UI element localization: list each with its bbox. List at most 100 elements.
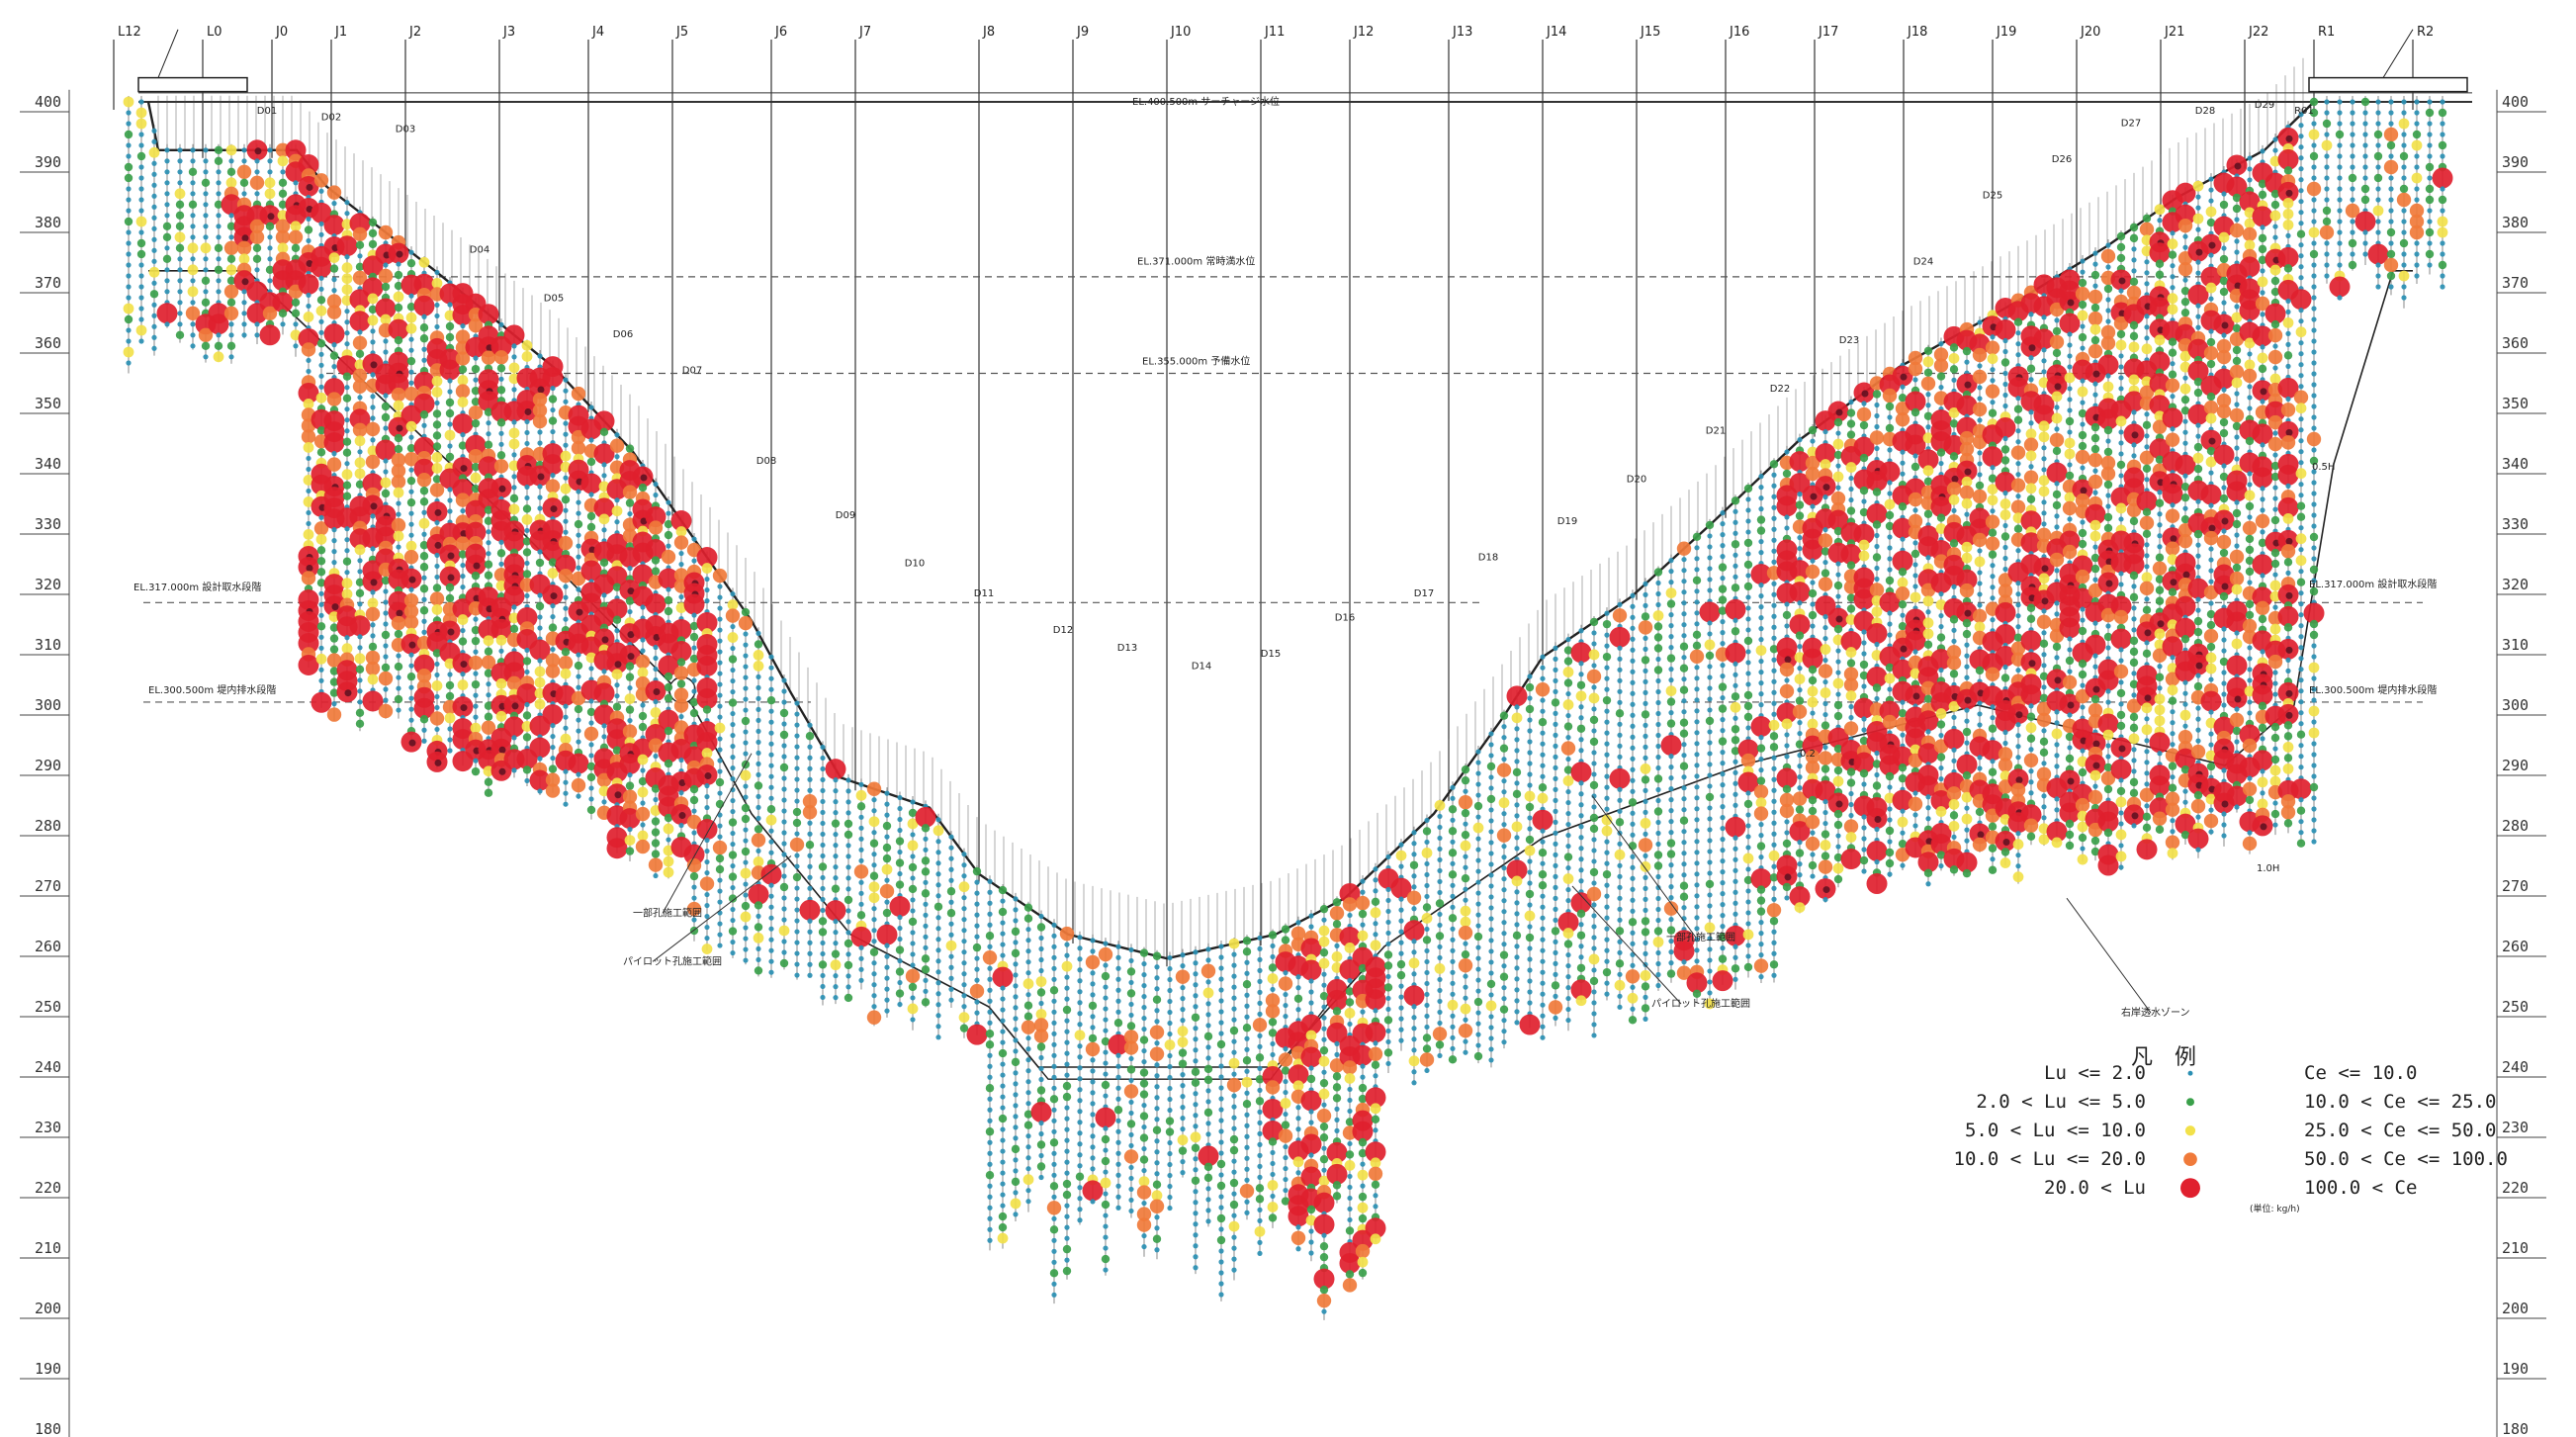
grout-marker	[1617, 699, 1623, 705]
grout-marker	[511, 474, 517, 480]
grout-marker	[1077, 1065, 1083, 1071]
grout-marker	[1290, 926, 1306, 941]
grout-marker	[1846, 604, 1856, 613]
grout-marker	[1681, 633, 1687, 639]
grout-marker	[1707, 783, 1713, 789]
grout-marker	[807, 820, 813, 826]
grout-marker	[961, 1004, 967, 1010]
grout-marker	[1731, 692, 1740, 701]
grout-marker	[1565, 886, 1571, 893]
grout-marker	[408, 663, 414, 669]
grout-marker	[1835, 691, 1841, 697]
grout-marker	[664, 759, 673, 768]
grout-marker	[434, 302, 440, 309]
grout-marker	[1758, 495, 1764, 501]
grout-marker	[1745, 866, 1751, 872]
grout-marker	[1846, 419, 1856, 428]
grout-marker	[228, 354, 234, 360]
grout-marker	[794, 733, 800, 739]
grout-marker	[1802, 648, 1823, 670]
grout-marker	[190, 300, 196, 306]
grout-marker	[135, 324, 147, 336]
grout-marker	[1540, 752, 1546, 758]
grout-marker	[138, 262, 144, 268]
grout-marker	[1244, 1046, 1250, 1052]
grout-marker	[1167, 1194, 1173, 1201]
grout-marker	[1771, 776, 1777, 782]
grout-marker	[336, 235, 358, 257]
grout-marker	[622, 724, 638, 739]
grout-marker	[1627, 992, 1639, 1004]
grout-marker	[1154, 1149, 1160, 1155]
grout-marker	[987, 1118, 993, 1123]
grout-marker	[871, 917, 877, 923]
grout-marker	[768, 686, 774, 692]
grout-marker	[306, 520, 311, 527]
grout-marker	[1450, 817, 1456, 823]
grout-marker	[1437, 824, 1443, 831]
grout-marker	[406, 672, 416, 681]
grout-marker	[1553, 786, 1558, 792]
grout-marker	[216, 234, 222, 240]
grout-marker	[1771, 711, 1777, 717]
grout-marker	[1077, 967, 1083, 973]
grout-marker	[1666, 969, 1676, 978]
grout-marker	[576, 674, 581, 679]
grout-marker	[534, 698, 546, 710]
grout-marker	[992, 966, 1014, 988]
grout-marker	[1218, 1085, 1224, 1091]
grout-marker	[1231, 1104, 1237, 1110]
grout-marker	[1077, 1152, 1083, 1158]
grout-marker	[730, 590, 736, 597]
grout-marker	[1872, 390, 1882, 399]
grout-marker	[1604, 730, 1610, 736]
grout-marker	[1570, 642, 1592, 664]
grout-marker	[624, 693, 636, 704]
grout-marker	[1051, 1292, 1057, 1298]
grout-marker	[673, 666, 689, 680]
grout-marker	[352, 379, 368, 394]
grout-marker	[1475, 879, 1481, 885]
grout-marker	[1604, 806, 1610, 812]
grout-marker	[1771, 765, 1777, 771]
grout-marker	[755, 815, 761, 822]
grout-marker	[254, 332, 260, 338]
grout-marker	[1576, 909, 1586, 918]
grout-marker	[663, 855, 674, 867]
grout-marker	[1501, 789, 1507, 795]
grout-marker	[1731, 736, 1740, 745]
grout-marker	[1115, 965, 1121, 971]
grout-marker	[1720, 761, 1726, 766]
grout-marker	[1771, 472, 1777, 478]
grout-marker	[473, 758, 479, 763]
grout-marker	[370, 339, 376, 345]
grout-marker	[1720, 837, 1726, 843]
grout-marker	[1553, 873, 1558, 879]
grout-marker	[966, 1024, 988, 1045]
grout-marker	[1193, 1211, 1199, 1216]
grout-marker	[1617, 862, 1623, 868]
grout-marker	[383, 621, 389, 627]
grout-marker	[1501, 811, 1507, 817]
grout-marker	[1707, 990, 1713, 996]
grout-marker	[987, 1194, 993, 1200]
grout-marker	[741, 803, 751, 813]
grout-marker	[214, 200, 223, 209]
grout-marker	[1641, 710, 1650, 719]
grout-marker	[1038, 1000, 1044, 1007]
grout-marker	[683, 593, 705, 615]
grout-marker	[1000, 985, 1006, 991]
grout-marker	[1244, 1144, 1250, 1150]
grout-marker	[1051, 1063, 1057, 1069]
grout-marker	[1617, 917, 1623, 923]
grout-marker-core	[576, 608, 583, 616]
grout-marker	[1062, 1244, 1072, 1254]
grout-marker	[1488, 992, 1494, 998]
grout-marker	[820, 798, 826, 805]
grout-marker-core	[447, 574, 455, 582]
grout-marker	[794, 972, 800, 978]
grout-marker	[1874, 543, 1880, 550]
grout-marker	[1628, 842, 1638, 851]
grout-marker	[1768, 850, 1780, 861]
grout-marker	[1450, 991, 1456, 997]
